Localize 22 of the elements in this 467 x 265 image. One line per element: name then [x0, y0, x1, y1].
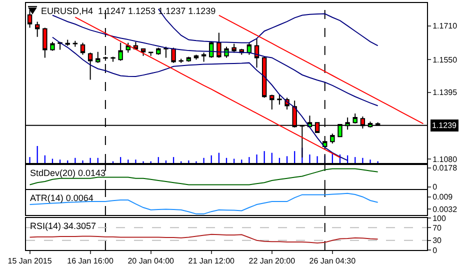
x-tick-label: 15 Jan 2015 — [8, 256, 52, 265]
y-tick-label: 1.1550 — [432, 55, 458, 64]
y-tick-label: 1.1080 — [432, 154, 458, 164]
x-tick-label: 16 Jan 16:00 — [67, 256, 114, 265]
chart-title: StdDev(20) 0.0143 — [30, 168, 106, 178]
y-tick-label: 100 — [432, 214, 446, 223]
chart-title: RSI(14) 34.3057 — [30, 221, 96, 231]
chart-title: ATR(14) 0.0064 — [30, 193, 94, 203]
y-tick-label: 70 — [432, 223, 442, 232]
y-tick-label: 0.009 — [432, 192, 454, 202]
y-tick-label: 1.1395 — [432, 88, 458, 98]
ref-line-label: 1.1239 — [432, 121, 458, 130]
x-tick-label: 22 Jan 20:00 — [248, 256, 296, 265]
y-tick-label: 0.0032 — [432, 205, 458, 214]
y-tick-label: 0 — [432, 182, 438, 192]
x-tick-label: 26 Jan 04:30 — [309, 256, 356, 265]
y-tick-label: 30 — [432, 236, 442, 246]
y-tick-label: 0.0178 — [432, 164, 458, 173]
y-tick-label: 1.1710 — [432, 22, 458, 31]
x-tick-label: 20 Jan 04:00 — [128, 256, 175, 265]
y-tick-label: 0 — [432, 246, 438, 255]
x-tick-label: 21 Jan 12:00 — [188, 256, 236, 265]
